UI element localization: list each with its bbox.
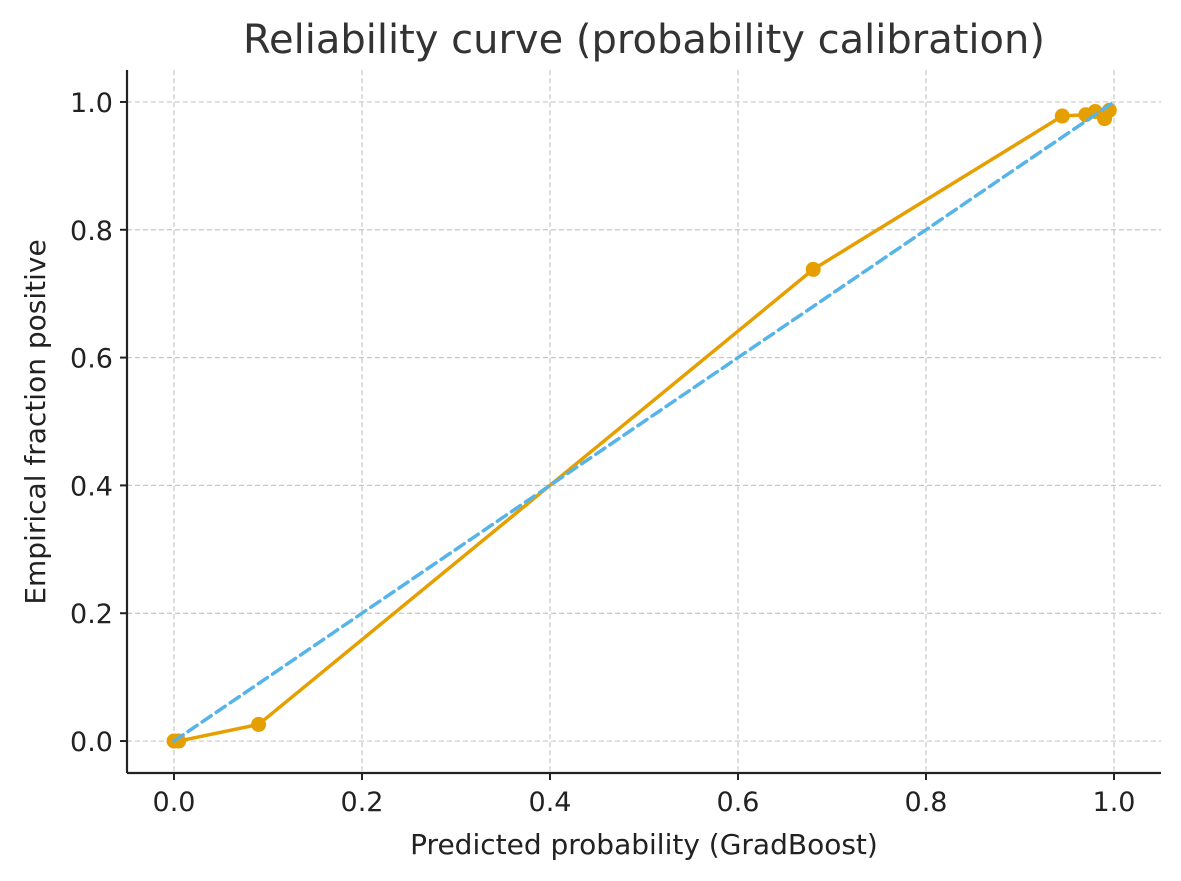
y-tick-label: 0.8 [70,216,113,247]
y-tick-label: 1.0 [70,88,113,119]
y-tick-label: 0.4 [70,471,113,502]
y-tick-label: 0.0 [70,727,113,758]
series-layer [166,100,1117,749]
y-tick-label: 0.2 [70,599,113,630]
calibration-point [1054,108,1070,124]
x-tick-label: 0.8 [905,787,948,818]
x-tick-label: 0.0 [153,787,196,818]
x-axis-label: Predicted probability (GradBoost) [410,828,878,861]
calibration-point [805,261,821,277]
x-tick-label: 0.6 [717,787,760,818]
ticks-layer: 0.0 0.2 0.4 0.6 0.8 1.0 0.0 0.2 0.4 0.6 0.8 1.0 [70,88,1135,818]
chart-title: Reliability curve (probability calibrati… [243,17,1045,63]
x-tick-label: 0.2 [341,787,384,818]
y-axis-label: Empirical fraction positive [19,239,52,604]
grid-layer [127,70,1161,773]
axes-layer [125,70,1161,775]
y-tick-label: 0.6 [70,344,113,375]
perfect-calibration-line [172,100,1116,743]
x-tick-label: 1.0 [1093,787,1136,818]
x-tick-label: 0.4 [529,787,572,818]
calibration-point [251,716,267,732]
